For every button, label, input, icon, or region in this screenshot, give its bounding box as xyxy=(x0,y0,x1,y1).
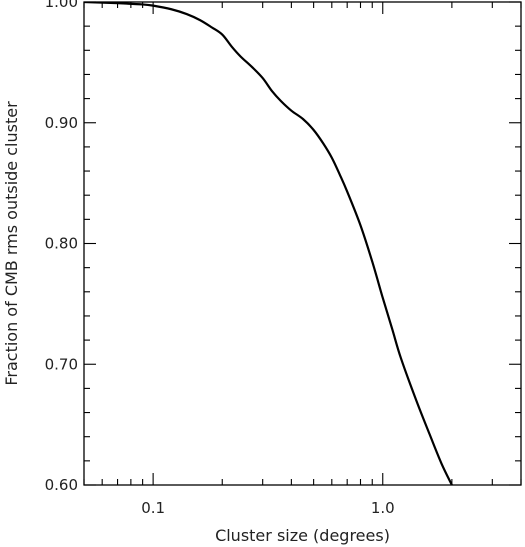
axis-ticks xyxy=(83,1,522,486)
x-tick-label: 1.0 xyxy=(371,499,395,517)
y-tick-label: 0.60 xyxy=(45,476,78,494)
y-tick-label: 0.80 xyxy=(45,235,78,253)
y-tick-label: 1.00 xyxy=(45,0,78,11)
x-axis-title: Cluster size (degrees) xyxy=(215,526,390,545)
y-tick-label: 0.70 xyxy=(45,355,78,373)
y-axis-title: Fraction of CMB rms outside cluster xyxy=(2,101,21,386)
series-line xyxy=(84,2,454,485)
plot-frame xyxy=(83,1,522,486)
y-tick-label: 0.90 xyxy=(45,114,78,132)
tick-labels: 1.00 0.90 0.80 0.70 0.60 0.1 1.0 xyxy=(45,0,395,517)
x-tick-label: 0.1 xyxy=(141,499,165,517)
